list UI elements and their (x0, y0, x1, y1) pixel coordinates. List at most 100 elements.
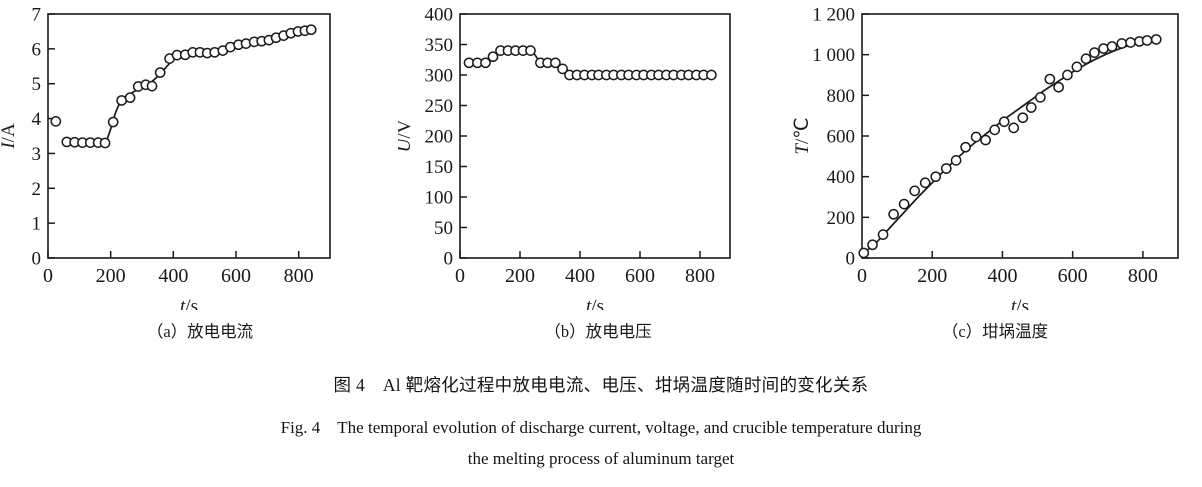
data-point (940, 163, 952, 174)
y-tick-label: 0 (444, 249, 454, 270)
data-point (1025, 102, 1037, 113)
x-tick-label: 800 (1128, 265, 1158, 287)
fit-line (862, 38, 1158, 254)
data-point (980, 134, 991, 146)
data-point (877, 229, 889, 240)
data-point (1053, 81, 1064, 93)
y-tick-label: 600 (827, 127, 856, 148)
y-tick-label: 7 (32, 5, 42, 26)
data-point (1044, 73, 1056, 85)
x-tick-label: 0 (857, 265, 867, 287)
data-point (124, 92, 136, 104)
data-point (1035, 92, 1046, 103)
data-point (898, 198, 910, 210)
data-point (107, 116, 119, 128)
chart-discharge-voltage: 0 200 400 600 800 0 50 100 150 200 250 300 350 400 t/s… (398, 5, 731, 310)
data-point (487, 51, 499, 63)
y-tick-label: 2 (32, 179, 42, 200)
x-tick-label: 200 (505, 265, 535, 287)
plot-panels: 0 200 400 600 800 0 1 2 3 4 5 6 7 t/s I/A （a）放电电流 0 200… (0, 0, 1202, 355)
y-tick-label: 1 200 (812, 5, 855, 26)
figure-caption-english-line2: the melting process of aluminum target (467, 449, 735, 468)
data-point (50, 116, 62, 127)
data-point (1071, 61, 1083, 73)
svg-text:U/V: U/V (398, 119, 415, 152)
data-point (1017, 112, 1029, 124)
data-point (1008, 122, 1020, 134)
y-axis-label: I/A (0, 123, 19, 150)
panel-discharge-current: 0 200 400 600 800 0 1 2 3 4 5 6 7 t/s I/A （a）放电电流 (0, 0, 400, 355)
data-point (867, 239, 878, 251)
data-point (706, 69, 717, 81)
x-tick-label: 600 (1058, 265, 1088, 287)
svg-text:T/℃: T/℃ (792, 117, 813, 154)
data-point (525, 45, 536, 56)
y-tick-label: 100 (425, 188, 454, 209)
panel-a-caption: （a）放电电流 (146, 322, 254, 341)
data-point (888, 208, 899, 220)
data-point (1062, 69, 1073, 81)
data-point (1125, 37, 1136, 48)
data-point (146, 80, 158, 92)
y-tick-label: 300 (425, 66, 454, 87)
fit-line (64, 29, 313, 144)
data-point (99, 137, 111, 149)
x-axis-label: t/s (586, 296, 604, 310)
y-axis-label: T/℃ (792, 117, 813, 154)
x-tick-label: 800 (685, 265, 715, 287)
y-tick-label: 800 (827, 86, 856, 107)
data-point (1106, 41, 1118, 52)
x-tick-label: 400 (158, 265, 188, 287)
y-tick-label: 3 (32, 144, 42, 165)
data-point (858, 247, 870, 259)
x-tick-label: 400 (565, 265, 595, 287)
data-point (480, 57, 491, 69)
data-point (970, 131, 982, 143)
data-point (154, 67, 166, 78)
y-tick-label: 4 (32, 109, 42, 130)
y-tick-label: 200 (425, 127, 454, 148)
figure-caption-block: 图 4 Al 靶熔化过程中放电电流、电压、坩埚温度随时间的变化关系 Fig. 4… (0, 372, 1202, 469)
x-axis-label: t/s (180, 296, 198, 310)
x-tick-label: 0 (455, 265, 465, 287)
panel-b-caption: （b）放电电压 (544, 322, 652, 341)
y-tick-label: 250 (425, 96, 454, 117)
plot-frame (47, 13, 331, 259)
x-tick-label: 400 (987, 265, 1017, 287)
y-tick-label: 1 000 (812, 45, 855, 66)
data-point (1141, 35, 1153, 46)
plot-frame (861, 13, 1179, 259)
data-point (1089, 47, 1100, 58)
svg-text:I/A: I/A (0, 123, 19, 150)
x-tick-label: 0 (43, 265, 53, 287)
data-point (919, 177, 931, 189)
x-tick-label: 800 (284, 265, 314, 287)
data-point (950, 155, 962, 166)
data-point (557, 63, 568, 75)
y-tick-label: 6 (32, 39, 42, 60)
x-tick-label: 200 (96, 265, 126, 287)
y-tick-label: 5 (32, 74, 42, 95)
data-point (1150, 34, 1162, 45)
data-point (998, 116, 1010, 128)
y-tick-label: 350 (425, 35, 454, 56)
panel-discharge-voltage: 0 200 400 600 800 0 50 100 150 200 250 300 350 400 t/s… (398, 0, 798, 355)
y-tick-label: 50 (434, 218, 453, 239)
y-tick-label: 400 (827, 167, 856, 188)
chart-discharge-current: 0 200 400 600 800 0 1 2 3 4 5 6 7 t/s I/A (0, 5, 331, 310)
data-point (989, 124, 1001, 136)
panel-c-caption: （c）坩埚温度 (941, 322, 1049, 341)
panel-crucible-temperature: 0 200 400 600 800 0 200 400 600 800 1 000 1 200 t/s T… (788, 0, 1202, 355)
data-point (960, 141, 971, 153)
y-axis-label: U/V (398, 119, 415, 152)
y-tick-label: 150 (425, 157, 454, 178)
x-tick-label: 200 (917, 265, 947, 287)
data-point (305, 24, 317, 36)
data-point (930, 171, 942, 183)
data-point (909, 185, 921, 197)
x-tick-label: 600 (221, 265, 251, 287)
y-tick-label: 1 (32, 214, 42, 235)
data-point (550, 57, 561, 69)
data-point (1080, 53, 1092, 65)
